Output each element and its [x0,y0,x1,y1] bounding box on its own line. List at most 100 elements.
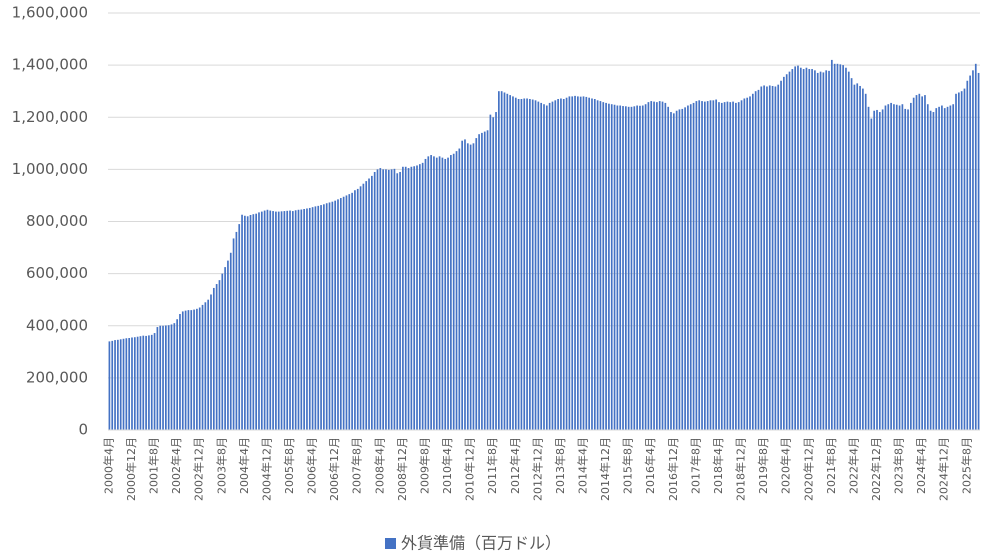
bar [464,139,466,430]
bar [890,102,892,431]
bar [960,91,963,430]
bar [153,333,156,430]
bar [133,337,136,430]
bar [269,210,272,430]
legend-swatch [385,538,396,549]
bar [802,69,805,431]
bar [639,105,641,430]
bar [371,175,373,430]
x-tick-label: 2002年12月 [192,437,206,501]
bar [624,106,627,431]
x-tick-label: 2018年4月 [711,437,725,494]
x-tick-label: 2015年8月 [621,437,635,494]
bar [339,198,342,430]
x-tick-label: 2022年12月 [869,437,883,501]
bar [314,206,317,430]
bar [740,100,743,430]
bar [548,102,551,431]
bar [695,101,698,430]
bar [743,98,746,431]
x-tick-label: 2009年8月 [417,437,431,494]
bar [390,169,393,430]
x-tick-label: 2000年12月 [124,437,138,501]
x-tick-label: 2014年12月 [598,437,612,501]
bar [193,309,195,430]
bar [461,140,464,431]
bar [263,210,266,430]
bar [701,101,703,430]
bar [814,70,816,431]
bar [833,63,836,431]
x-tick-label: 2011年8月 [485,437,499,494]
bar [430,155,432,430]
bar [574,95,576,430]
bar [131,337,133,430]
bar [382,169,384,430]
bar [608,103,610,430]
bar [148,335,150,430]
legend-label: 外貨準備（百万ドル） [401,534,561,553]
bar [416,165,418,430]
bar [850,78,853,430]
x-tick-label: 2012年4月 [508,437,522,494]
bar [794,66,797,430]
bar [963,88,966,431]
bar [718,102,720,430]
bar [819,71,822,430]
bar [244,215,246,430]
bar [924,95,926,431]
bar [170,324,173,430]
bar [345,195,348,430]
bar [749,96,751,431]
bar [277,211,280,430]
bar [582,96,585,431]
bar [684,107,686,430]
bar [870,118,873,430]
bar [227,260,229,430]
bar [706,101,709,430]
bar [751,93,754,430]
bar [816,72,819,430]
bar [311,207,314,430]
bar [650,101,653,430]
x-tick-label: 2024年4月 [914,437,928,494]
bar [452,153,455,431]
bar [876,109,878,430]
bar [763,85,765,431]
bar [729,102,732,430]
legend-item: 外貨準備（百万ドル） [385,534,561,553]
bar [483,131,486,430]
bar [472,143,475,430]
bar [593,99,596,430]
bar [232,238,235,430]
bar [531,99,534,430]
bar [715,99,717,430]
x-tick-label: 2025年8月 [959,437,973,494]
bar [204,302,207,430]
bar [893,104,895,430]
bar [822,72,825,431]
bar [910,102,912,431]
bar [726,101,729,431]
bar [387,169,390,431]
bar [466,143,469,430]
bar [128,337,131,430]
bar [862,88,864,431]
bar [404,166,407,431]
x-tick-label: 2016年4月 [643,437,657,494]
x-tick-label: 2001年8月 [147,437,161,494]
bar [331,201,334,430]
bar [450,155,452,430]
bar [952,104,955,430]
bar [427,156,430,430]
x-tick-label: 2010年12月 [463,437,477,501]
bar [368,178,370,430]
bar [797,65,799,431]
x-tick-label: 2005年8月 [282,437,296,494]
bar [836,63,839,431]
bar [969,75,971,431]
bar [585,96,588,430]
bar [577,96,579,431]
bar [399,171,401,430]
bar [641,105,644,430]
